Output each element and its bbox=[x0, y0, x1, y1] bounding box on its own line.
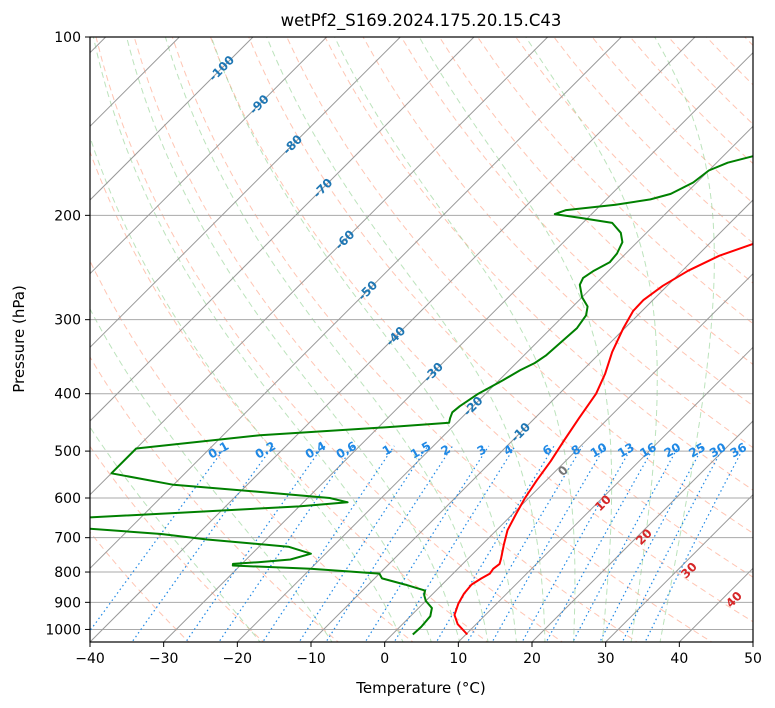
isotherm-line bbox=[457, 346, 753, 642]
mixing-ratio-line bbox=[90, 445, 227, 632]
y-tick-label: 100 bbox=[54, 30, 81, 46]
isotherm-line bbox=[605, 493, 753, 642]
temperature-profile bbox=[453, 242, 753, 636]
y-tick-label: 800 bbox=[54, 565, 81, 581]
dry-adiabat-line bbox=[324, 37, 753, 491]
y-tick-label: 900 bbox=[54, 595, 81, 611]
isotherm-line bbox=[90, 37, 549, 496]
isotherm-line bbox=[90, 37, 254, 201]
plot-frame bbox=[89, 36, 754, 643]
isotherm-line bbox=[384, 272, 753, 642]
mixing-ratio-line bbox=[545, 445, 656, 642]
isotherm-line bbox=[90, 37, 401, 349]
dry-adiabat-line bbox=[362, 37, 753, 449]
x-tick-label: 30 bbox=[597, 651, 615, 667]
isotherm-line bbox=[236, 125, 753, 642]
dry-adiabat-line bbox=[477, 37, 753, 325]
isotherm-line bbox=[531, 420, 753, 642]
x-tick-label: −30 bbox=[149, 651, 179, 667]
mixing-ratio-line bbox=[644, 445, 746, 642]
isotherm-line bbox=[163, 51, 753, 642]
mixing-ratio-line bbox=[393, 445, 516, 642]
x-tick-label: 40 bbox=[670, 651, 688, 667]
isotherm-line bbox=[310, 199, 753, 642]
x-tick-label: 0 bbox=[380, 651, 389, 667]
y-tick-label: 300 bbox=[54, 313, 81, 329]
mixing-ratio-line bbox=[364, 445, 490, 642]
axes: −40 −30 −20 −10 0 10 20 30 40 50 100 200 300 400 500 60… bbox=[45, 30, 762, 667]
y-tick-label: 500 bbox=[54, 444, 81, 460]
dry-adiabat-line bbox=[438, 37, 753, 366]
x-tick-label: 20 bbox=[523, 651, 541, 667]
isotherm-line bbox=[90, 37, 696, 642]
dry-adiabat-line bbox=[248, 37, 753, 578]
dry-adiabat-line bbox=[286, 37, 753, 534]
mixing-ratio-line bbox=[599, 445, 704, 642]
dry-adiabat-line bbox=[400, 37, 753, 407]
isotherm-line bbox=[90, 37, 328, 275]
y-axis-label: Pressure (hPa) bbox=[10, 285, 28, 393]
x-tick-label: −40 bbox=[75, 651, 105, 667]
mixing-ratio-line bbox=[521, 445, 634, 642]
x-tick-label: −10 bbox=[296, 651, 326, 667]
isotherm-line bbox=[752, 641, 753, 642]
x-tick-label: 10 bbox=[449, 651, 467, 667]
mixing-ratio-line bbox=[572, 445, 680, 642]
y-tick-label: 600 bbox=[54, 491, 81, 507]
mixing-ratio-line bbox=[466, 445, 584, 642]
isotherm-line bbox=[90, 37, 475, 422]
mixing-ratio-line bbox=[325, 445, 454, 642]
y-tick-label: 200 bbox=[54, 208, 81, 224]
x-tick-label: −20 bbox=[223, 651, 253, 667]
mixing-ratio-line bbox=[218, 445, 355, 642]
chart-title: wetPf2_S169.2024.175.20.15.C43 bbox=[281, 11, 562, 31]
dry-adiabat-line bbox=[90, 259, 414, 642]
y-tick-label: 400 bbox=[54, 387, 81, 403]
sounding-profiles bbox=[90, 155, 753, 636]
isotherm-line bbox=[90, 37, 622, 570]
mixing-ratio-line bbox=[491, 445, 606, 642]
mixing-ratio-line bbox=[435, 445, 555, 642]
background-lines bbox=[90, 37, 753, 642]
y-tick-label: 700 bbox=[54, 531, 81, 547]
dewpoint-profile bbox=[90, 155, 753, 636]
y-tick-label: 1000 bbox=[45, 622, 81, 638]
mixing-ratio-line bbox=[621, 445, 725, 642]
x-axis-label: Temperature (°C) bbox=[355, 679, 485, 697]
plot-background bbox=[90, 37, 753, 642]
mixing-ratio-line bbox=[298, 445, 429, 642]
x-tick-label: 50 bbox=[744, 651, 762, 667]
